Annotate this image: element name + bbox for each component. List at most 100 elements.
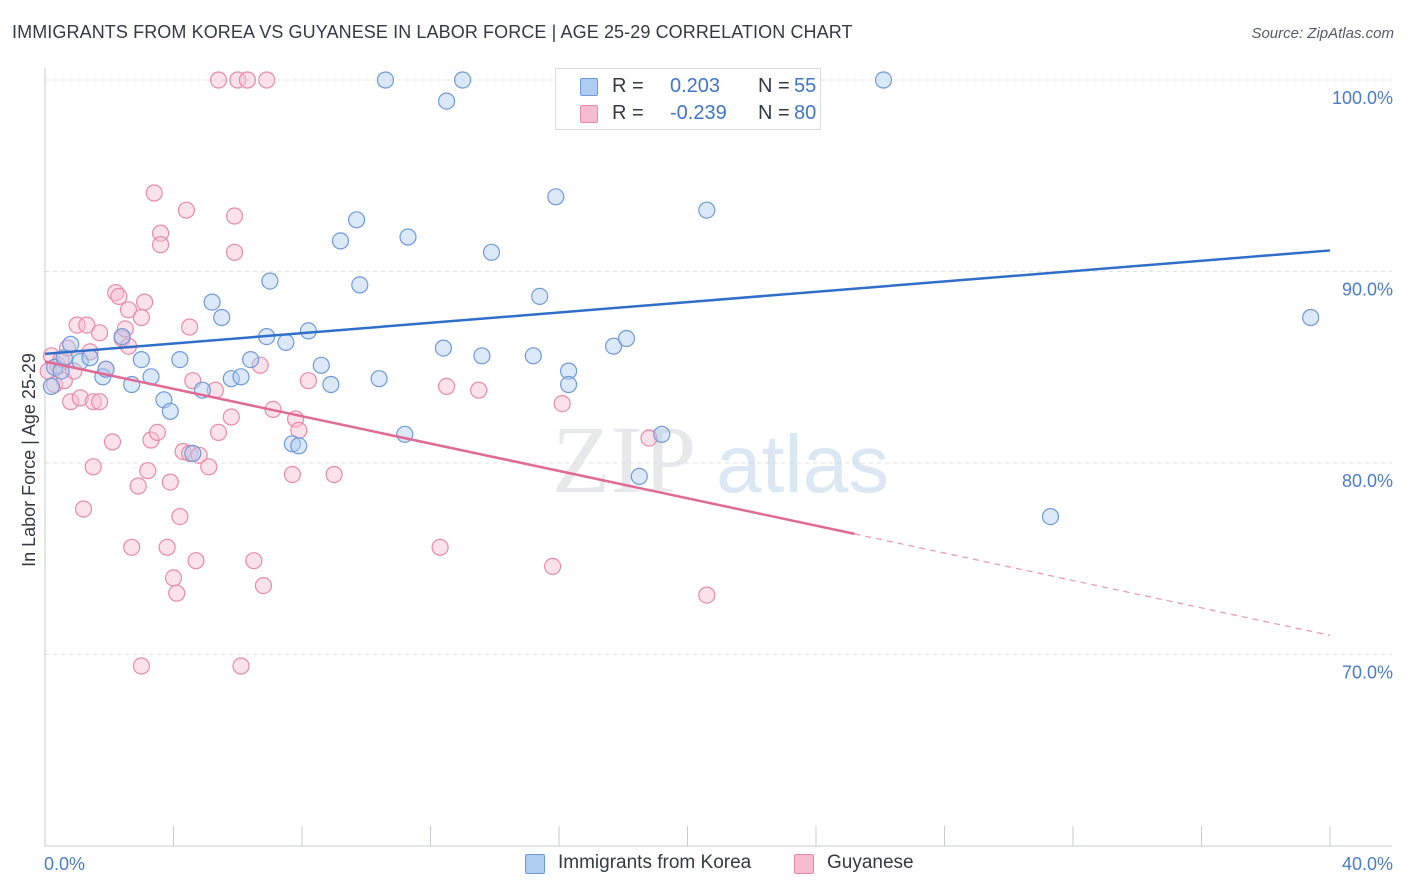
- korea-point-34: [370, 370, 388, 388]
- guyanese-point-31: [139, 462, 157, 480]
- y-tick-label-80: 80.0%: [1342, 471, 1393, 491]
- korea-point-44: [531, 287, 549, 305]
- korea-point-22: [242, 351, 260, 369]
- korea-point-37: [399, 228, 417, 246]
- legend-n-label-korea: N =: [758, 75, 790, 97]
- korea-point-31: [331, 232, 350, 250]
- korea-point-53: [874, 71, 893, 89]
- korea-points: [42, 71, 1320, 526]
- trend-layer: [44, 249, 1331, 636]
- korea-point-55: [1302, 308, 1320, 327]
- korea-point-18: [203, 293, 221, 311]
- y-tick-label-70: 70.0%: [1342, 663, 1393, 683]
- guyanese-point-68: [325, 465, 343, 484]
- axis-layer: [44, 68, 1392, 847]
- x-tick-label-max: 40.0%: [1342, 854, 1393, 874]
- korea-point-24: [261, 272, 279, 290]
- korea-point-48: [604, 337, 623, 355]
- guyanese-point-33: [145, 184, 163, 202]
- guyanese-point-55: [225, 243, 244, 261]
- legend-swatch-korea: [580, 78, 598, 96]
- guyanese-point-19: [103, 433, 122, 451]
- guyanese-trend-extension: [854, 533, 1331, 636]
- korea-point-14: [161, 402, 179, 420]
- korea-point-2: [52, 362, 70, 380]
- korea-point-21: [232, 368, 250, 386]
- korea-point-32: [348, 211, 366, 229]
- guyanese-point-30: [136, 293, 154, 311]
- guyanese-point-57: [232, 657, 250, 675]
- korea-point-35: [376, 71, 395, 89]
- korea-point-29: [312, 356, 330, 374]
- y-tick-label-90: 90.0%: [1342, 280, 1393, 300]
- guyanese-point-58: [238, 71, 256, 89]
- legend-n-label-guyanese: N =: [758, 102, 790, 124]
- korea-point-41: [473, 347, 491, 365]
- korea-point-47: [559, 375, 578, 394]
- korea-point-42: [482, 243, 501, 261]
- bottom-legend-label-guyanese: Guyanese: [827, 852, 914, 873]
- guyanese-point-21: [110, 287, 128, 305]
- guyanese-point-7: [62, 393, 80, 411]
- guyanese-point-16: [90, 393, 109, 411]
- legend-n-value-guyanese: 80: [794, 102, 817, 124]
- guyanese-point-12: [78, 316, 96, 334]
- x-tick-label-min: 0.0%: [44, 854, 85, 874]
- guyanese-point-10: [71, 389, 89, 407]
- guyanese-point-60: [251, 356, 269, 374]
- guyanese-point-73: [553, 395, 571, 413]
- guyanese-point-56: [229, 71, 247, 89]
- legend-n-value-korea: 55: [794, 75, 817, 97]
- guyanese-point-25: [119, 301, 138, 319]
- legend-r-label-guyanese: R =: [612, 102, 644, 124]
- korea-point-33: [351, 276, 369, 294]
- guyanese-point-37: [158, 538, 176, 556]
- korea-point-4: [62, 335, 80, 353]
- guyanese-point-15: [84, 393, 102, 411]
- korea-point-40: [454, 71, 472, 89]
- guyanese-point-44: [181, 318, 199, 336]
- guyanese-point-26: [123, 538, 141, 556]
- guyanese-point-59: [245, 552, 263, 570]
- korea-point-43: [524, 347, 542, 365]
- guyanese-trend-line: [44, 360, 855, 536]
- guyanese-point-69: [431, 538, 449, 556]
- legend-r-value-guyanese: -0.239: [670, 102, 727, 124]
- korea-point-15: [171, 351, 189, 369]
- guyanese-point-28: [132, 657, 150, 675]
- guyanese-point-74: [640, 429, 658, 447]
- bottom-legend-swatch-guyanese: [794, 854, 814, 874]
- watermark-atlas: atlas: [716, 419, 889, 510]
- guyanese-point-17: [90, 324, 109, 342]
- guyanese-point-34: [148, 423, 166, 441]
- guyanese-point-48: [190, 446, 208, 464]
- korea-point-52: [698, 201, 716, 219]
- guyanese-point-72: [543, 557, 562, 576]
- korea-point-30: [322, 375, 340, 394]
- guyanese-point-70: [438, 377, 456, 395]
- correlation-legend: R = 0.203 N = 55 R = -0.239 N = 80: [555, 68, 821, 130]
- guyanese-point-67: [299, 372, 317, 390]
- guyanese-point-51: [209, 423, 228, 441]
- guyanese-point-29: [132, 308, 150, 327]
- label-layer: 70.0% 80.0% 90.0% 100.0% 0.0% 40.0% In Labor F…: [19, 88, 1393, 874]
- chart-source: Source: ZipAtlas.com: [1251, 25, 1394, 42]
- korea-point-25: [277, 333, 295, 351]
- guyanese-point-40: [168, 584, 186, 602]
- korea-point-9: [113, 328, 131, 346]
- korea-point-27: [290, 437, 308, 455]
- guyanese-point-52: [209, 71, 228, 89]
- korea-trend-line: [44, 249, 1331, 356]
- guyanese-point-54: [225, 207, 244, 225]
- korea-point-51: [653, 425, 671, 443]
- watermark-zip: ZIP: [552, 406, 696, 513]
- korea-point-54: [1041, 507, 1060, 526]
- guyanese-point-64: [283, 465, 301, 484]
- bottom-legend-label-korea: Immigrants from Korea: [558, 852, 752, 873]
- legend-swatch-guyanese: [580, 105, 598, 123]
- guyanese-point-38: [161, 473, 179, 491]
- korea-point-0: [42, 377, 61, 395]
- korea-point-45: [547, 188, 565, 206]
- bottom-legend-swatch-korea: [525, 854, 545, 874]
- guyanese-point-71: [470, 381, 488, 399]
